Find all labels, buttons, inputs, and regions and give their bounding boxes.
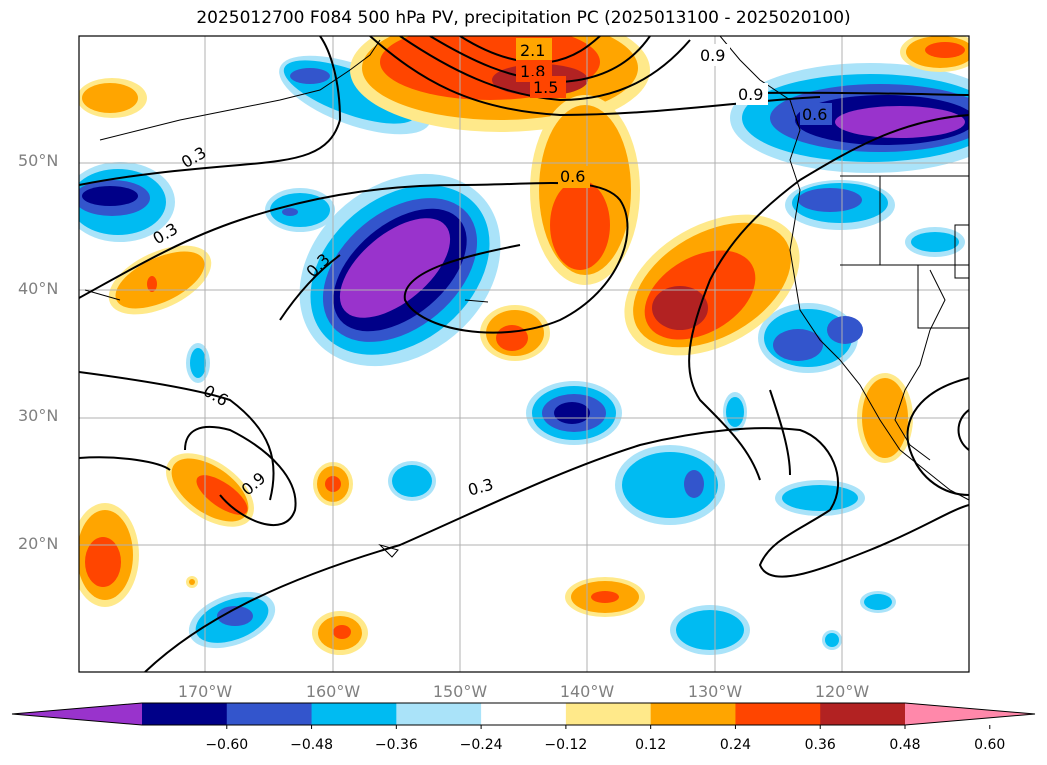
contour-label: 0.9: [700, 46, 725, 65]
contour-label: 2.1: [520, 41, 545, 60]
colorbar-tick-label: −0.48: [290, 737, 333, 753]
neg-anomaly-central: [299, 173, 501, 367]
contour-label: 0.9: [738, 85, 763, 104]
lon-label: 170°W: [177, 682, 233, 701]
lon-label: 140°W: [559, 682, 615, 701]
colorbar-swatch: [820, 703, 906, 725]
colorbar-tick-label: 0.24: [719, 737, 752, 753]
colorbar-tick-label: 0.60: [974, 737, 1006, 753]
colorbar-extend-high: [905, 703, 1035, 725]
colorbar-extend-low: [12, 703, 142, 725]
colorbar-swatch: [226, 703, 313, 725]
gridlines: [79, 36, 969, 672]
lat-label: 20°N: [18, 534, 59, 553]
lon-label: 150°W: [432, 682, 488, 701]
colorbar-tick-label: −0.12: [544, 737, 588, 753]
contour-label: 1.5: [533, 78, 558, 97]
map-title: 2025012700 F084 500 hPa PV, precipitatio…: [196, 8, 851, 28]
neg-anomaly-west: [79, 162, 175, 242]
colorbar: [11, 702, 1036, 729]
colorbar-swatch: [311, 703, 397, 725]
pos-anomaly-east: [624, 214, 800, 356]
colorbar-tick-label: −0.24: [459, 737, 503, 753]
lat-label: 40°N: [18, 279, 59, 298]
colorbar-tick-label: −0.36: [374, 737, 418, 753]
shaded-fields: [79, 36, 969, 655]
colorbar-swatch: [396, 703, 482, 725]
colorbar-tick-label: 0.36: [804, 737, 836, 753]
contour-label: 0.6: [560, 167, 585, 186]
colorbar-tick-label: −0.60: [205, 737, 249, 753]
colorbar-swatch: [735, 703, 821, 725]
colorbar-swatch: [565, 703, 652, 725]
pv-contours: [79, 36, 969, 672]
lon-label: 130°W: [687, 682, 743, 701]
colorbar-swatch: [142, 703, 228, 725]
lat-label: 30°N: [18, 406, 59, 425]
colorbar-swatch: [650, 703, 736, 725]
neg-anomaly-center-south: [526, 381, 622, 445]
colorbar-tick-label: 0.48: [889, 737, 921, 753]
colorbar-swatch: [481, 703, 567, 725]
contour-label: 0.3: [466, 475, 496, 500]
colorbar-outline: [11, 702, 1036, 726]
lon-label: 160°W: [305, 682, 361, 701]
contour-label: 0.6: [802, 105, 827, 124]
lat-label: 50°N: [18, 151, 59, 170]
neg-anomaly-northeast: [730, 63, 969, 173]
colorbar-tick-label: 0.12: [635, 737, 667, 753]
lon-label: 120°W: [814, 682, 870, 701]
map-frame: [78, 35, 970, 673]
